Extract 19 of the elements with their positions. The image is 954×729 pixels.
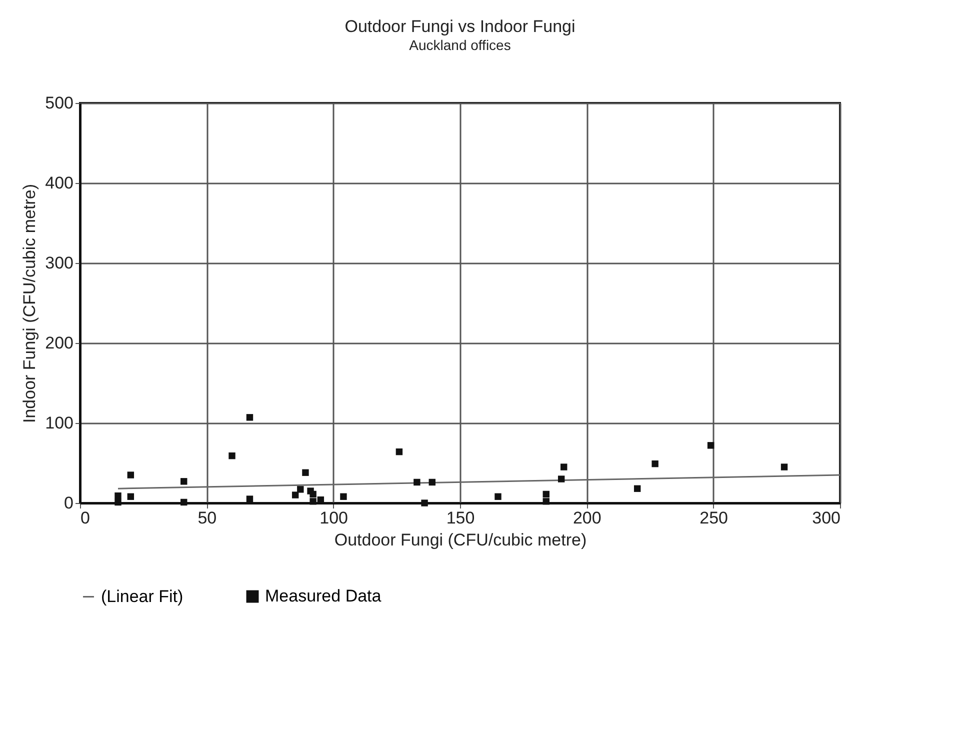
x-tick-label: 0 [80, 508, 90, 528]
x-tick-label: 200 [572, 508, 602, 528]
chart-subtitle: Auckland offices [409, 37, 511, 53]
chart-title: Outdoor Fungi vs Indoor Fungi [344, 17, 576, 36]
y-tick-label: 100 [45, 414, 74, 432]
x-tick-label: 150 [446, 508, 475, 528]
y-axis-title: Indoor Fungi (CFU/cubic metre) [20, 184, 40, 424]
y-tick-label: 300 [45, 254, 74, 272]
legend-label: (Linear Fit) [101, 586, 184, 606]
x-tick-label: 100 [320, 508, 348, 528]
legend-label: Measured Data [265, 586, 382, 606]
y-tick-label: 200 [45, 334, 74, 352]
x-tick-label: 50 [198, 508, 217, 528]
x-axis-title: Outdoor Fungi (CFU/cubic metre) [334, 530, 587, 550]
x-tick-label: 300 [812, 508, 840, 528]
y-tick-label: 400 [45, 174, 74, 192]
y-tick-label: 0 [64, 494, 74, 512]
y-tick-label: 500 [45, 94, 74, 112]
x-tick-label: 250 [700, 508, 728, 528]
